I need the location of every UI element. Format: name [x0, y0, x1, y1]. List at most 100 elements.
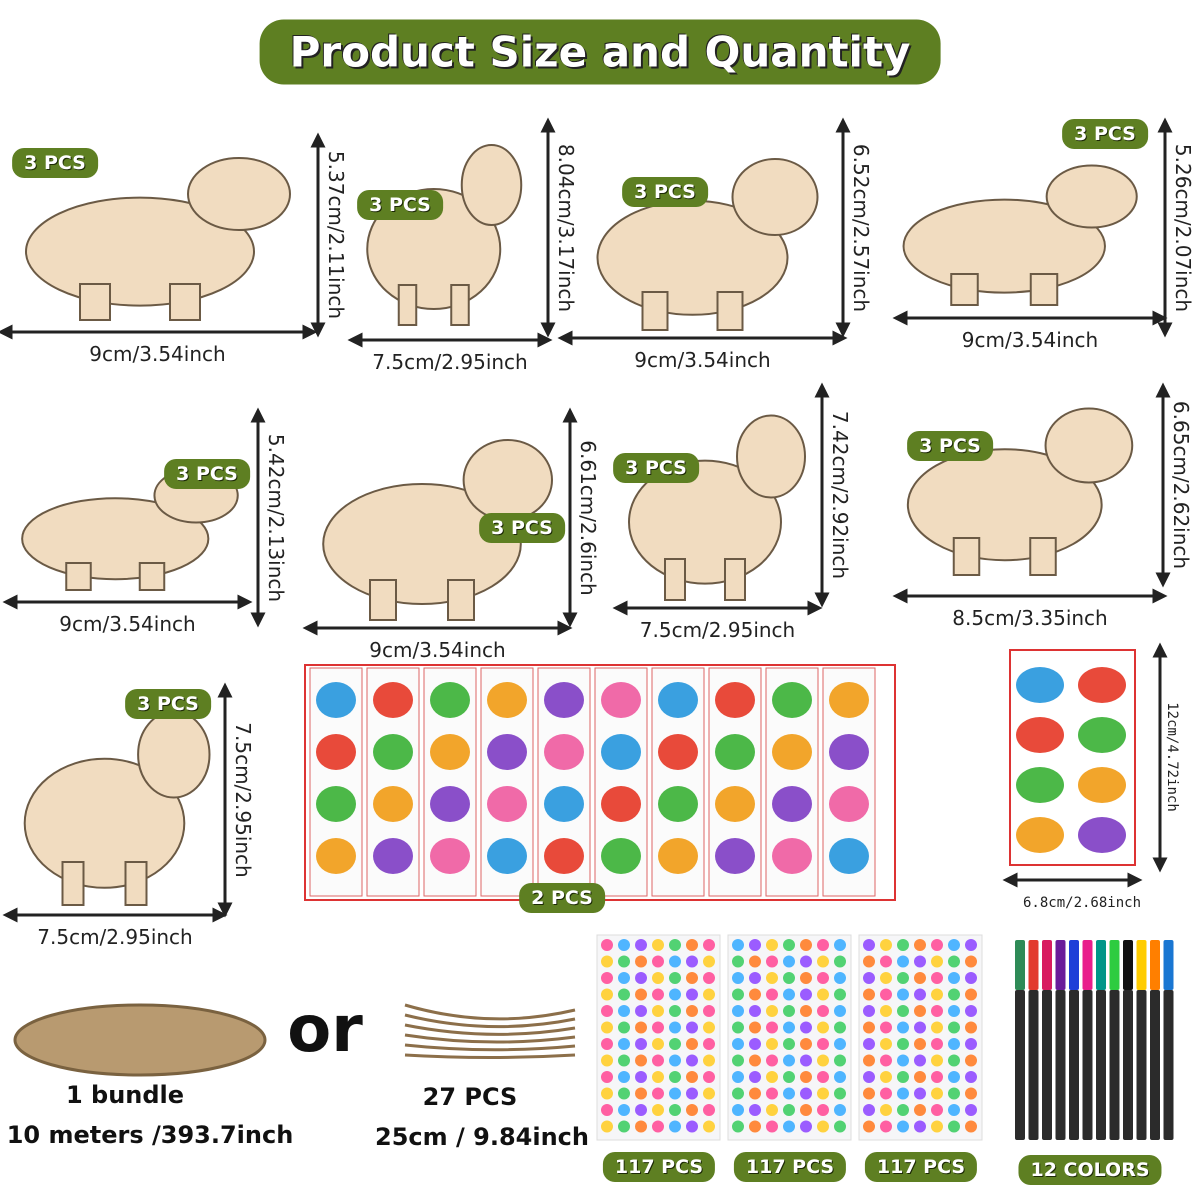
- gem: [686, 988, 698, 1001]
- quantity-badge: 3 PCS: [613, 453, 699, 483]
- marker-barrel: [1163, 990, 1174, 1140]
- length-label: 10 meters /393.7inch: [6, 1121, 294, 1149]
- gem: [948, 1087, 960, 1100]
- gem: [965, 1120, 977, 1133]
- gem: [965, 1021, 977, 1034]
- gem: [800, 1087, 812, 1100]
- gem: [732, 939, 744, 951]
- dino-leg: [397, 284, 418, 326]
- dino-leg: [641, 291, 669, 331]
- quantity-badge: 3 PCS: [622, 177, 708, 207]
- gem: [635, 1054, 647, 1067]
- gem: [948, 988, 960, 1001]
- gem: [817, 988, 829, 1001]
- quantity-badge: 3 PCS: [125, 689, 211, 719]
- gem: [732, 988, 744, 1001]
- gem: [880, 972, 892, 984]
- sticker: [658, 786, 698, 822]
- dino-body: [902, 198, 1106, 294]
- marker-cap: [1069, 940, 1079, 990]
- gem: [635, 955, 647, 968]
- gem: [863, 1120, 875, 1133]
- gem: [601, 1021, 613, 1034]
- separator: or: [287, 993, 363, 1067]
- gem: [601, 972, 613, 984]
- sticker: [715, 838, 755, 874]
- twine-strand: [404, 1043, 576, 1052]
- gem: [652, 1120, 664, 1133]
- sticker: [316, 786, 356, 822]
- width-label: 7.5cm/2.95inch: [37, 925, 193, 949]
- sticker: [487, 682, 527, 718]
- sticker: [772, 682, 812, 718]
- marker-barrel: [1136, 990, 1147, 1140]
- gem: [652, 972, 664, 984]
- gem: [897, 988, 909, 1001]
- gem: [618, 1087, 630, 1100]
- dino-leg: [124, 861, 148, 906]
- quantity-badge: 3 PCS: [12, 148, 98, 178]
- gem: [766, 1021, 778, 1034]
- dino-body: [906, 448, 1103, 562]
- dino-leg: [138, 562, 166, 591]
- gem: [783, 955, 795, 968]
- gem: [783, 939, 795, 951]
- width-label: 9cm/3.54inch: [89, 342, 226, 366]
- dino-leg: [169, 283, 201, 321]
- gem: [863, 1005, 875, 1017]
- marker-barrel: [1109, 990, 1120, 1140]
- height-label: 5.37cm/2.11inch: [324, 150, 348, 320]
- gem: [669, 1120, 681, 1133]
- gem: [635, 1038, 647, 1050]
- width-label: 9cm/3.54inch: [634, 348, 771, 372]
- marker-cap: [1082, 940, 1093, 990]
- gem: [834, 1005, 846, 1017]
- gem: [965, 1038, 977, 1050]
- height-label: 7.42cm/2.92inch: [828, 410, 852, 580]
- marker-cap: [1109, 940, 1120, 990]
- dino-head: [1044, 407, 1134, 484]
- gem: [618, 1120, 630, 1133]
- dino-head: [187, 157, 291, 231]
- marker-cap: [1096, 940, 1106, 990]
- sticker: [715, 786, 755, 822]
- gem: [669, 1005, 681, 1017]
- gem: [766, 988, 778, 1001]
- sticker: [772, 734, 812, 770]
- twine-strand: [404, 1033, 576, 1044]
- height-label: 12cm/4.72inch: [1164, 702, 1180, 812]
- gem: [931, 955, 943, 968]
- gem: [817, 1005, 829, 1017]
- gem: [783, 1071, 795, 1083]
- sticker: [316, 838, 356, 874]
- height-label: 7.5cm/2.95inch: [231, 722, 255, 878]
- gem: [601, 939, 613, 951]
- gem: [783, 1120, 795, 1133]
- gem: [686, 1104, 698, 1116]
- gem: [783, 1038, 795, 1050]
- gem: [897, 1104, 909, 1116]
- dino-body: [25, 196, 255, 307]
- sticker: [829, 682, 869, 718]
- dino-leg: [952, 537, 981, 576]
- gem: [618, 1104, 630, 1116]
- gem: [601, 1104, 613, 1116]
- gem: [965, 1005, 977, 1017]
- sticker: [544, 682, 584, 718]
- gem: [897, 1021, 909, 1034]
- gem: [732, 1120, 744, 1133]
- sticker: [430, 682, 470, 718]
- width-label: 9cm/3.54inch: [59, 612, 196, 636]
- gem: [635, 1071, 647, 1083]
- gem: [800, 1021, 812, 1034]
- gem: [800, 1054, 812, 1067]
- gem: [669, 1054, 681, 1067]
- gem: [880, 1104, 892, 1116]
- quantity-label: 27 PCS: [422, 1083, 518, 1111]
- sticker: [829, 786, 869, 822]
- width-label: 6.8cm/2.68inch: [1022, 895, 1142, 911]
- gem: [686, 1005, 698, 1017]
- sticker: [373, 838, 413, 874]
- gem: [948, 1120, 960, 1133]
